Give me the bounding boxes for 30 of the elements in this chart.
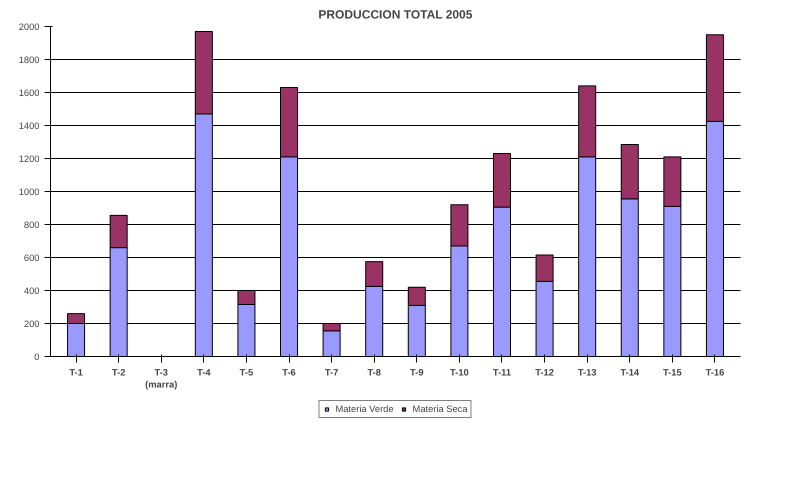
x-tick-label: T-5 — [240, 368, 254, 378]
y-tick-label: 600 — [24, 253, 40, 263]
x-tick-label: T-10 — [450, 368, 469, 378]
y-tick-label: 200 — [24, 319, 40, 329]
x-tick-label: T-6 — [282, 368, 296, 378]
y-tick-label: 1000 — [18, 187, 40, 197]
x-tick-label: T-2 — [112, 368, 126, 378]
x-tick-label: T-3 (marra) — [145, 368, 178, 390]
y-tick-label: 800 — [24, 220, 40, 230]
x-tick-label: T-13 — [578, 368, 597, 378]
x-tick-label: T-15 — [663, 368, 682, 378]
y-tick-label: 0 — [34, 352, 40, 362]
x-tick-label: T-4 — [197, 368, 212, 378]
chart-title: PRODUCCION TOTAL 2005 — [318, 8, 473, 22]
x-tick-label: T-11 — [492, 368, 512, 378]
x-tick-label: T-8 — [367, 368, 381, 378]
y-tick-label: 1600 — [18, 88, 40, 98]
x-tick-label: T-14 — [620, 368, 640, 378]
y-tick-label: 1800 — [18, 55, 40, 65]
y-tick-label: 1400 — [18, 121, 40, 131]
y-tick-label: 400 — [24, 286, 40, 296]
legend-label: Materia Seca — [412, 404, 468, 414]
x-tick-label: T-12 — [535, 368, 554, 378]
x-tick-label: T-16 — [706, 368, 724, 378]
y-tick-label: 1200 — [18, 154, 40, 164]
x-tick-label: T-1 — [69, 368, 83, 378]
y-tick-label: 2000 — [18, 22, 40, 32]
legend-label: Materia Verde — [335, 404, 394, 414]
x-tick-label: T-9 — [410, 368, 424, 378]
x-tick-label: T-7 — [324, 368, 338, 378]
